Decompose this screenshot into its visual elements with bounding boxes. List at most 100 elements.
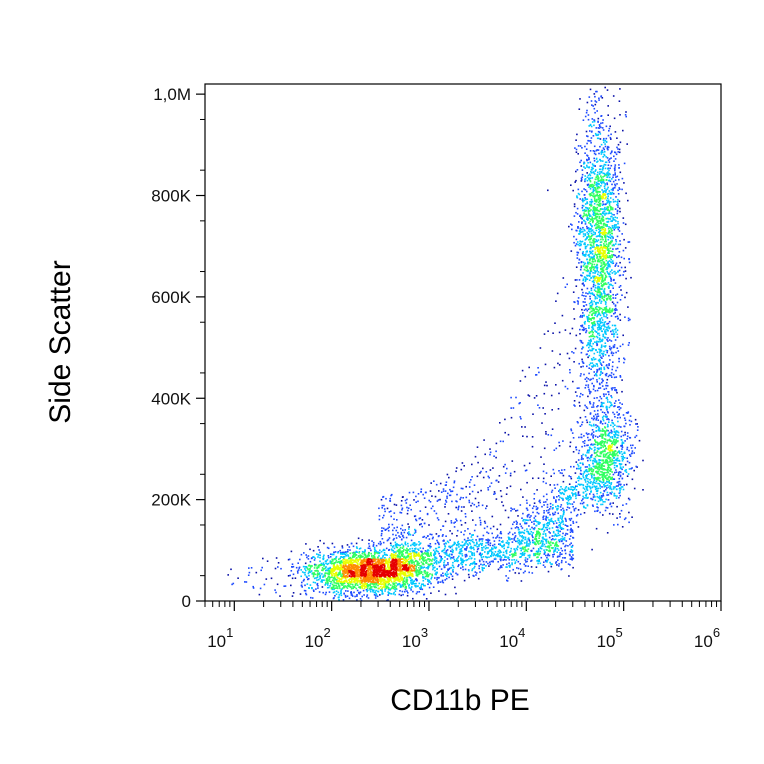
event-dot xyxy=(535,395,538,397)
event-dot xyxy=(581,421,584,423)
event-dot xyxy=(594,365,596,367)
event-dot xyxy=(455,547,458,549)
event-dot xyxy=(609,237,612,240)
event-dot xyxy=(607,470,609,472)
event-dot xyxy=(433,480,435,482)
event-dot xyxy=(600,165,603,167)
event-dot xyxy=(396,526,398,529)
event-dot xyxy=(522,536,525,538)
event-dot xyxy=(384,528,387,531)
event-dot xyxy=(610,432,613,434)
event-dot xyxy=(606,172,608,174)
event-dot xyxy=(413,499,415,501)
event-dot xyxy=(611,262,614,265)
event-dot xyxy=(614,254,617,257)
event-dot xyxy=(463,538,466,541)
event-dot xyxy=(426,550,428,553)
event-dot xyxy=(586,483,589,485)
event-dot xyxy=(494,557,497,560)
event-dot xyxy=(616,347,619,349)
event-dot xyxy=(614,387,616,389)
event-dot xyxy=(302,580,305,582)
event-dot xyxy=(605,498,607,501)
event-dot xyxy=(465,540,467,542)
event-dot xyxy=(341,547,344,549)
event-dot xyxy=(618,477,621,480)
event-dot xyxy=(510,407,512,409)
event-dot xyxy=(244,581,246,583)
event-dot xyxy=(407,545,409,547)
event-dot xyxy=(555,447,558,450)
event-dot xyxy=(404,583,406,586)
event-dot xyxy=(555,384,557,386)
event-dot xyxy=(557,508,559,510)
event-dot xyxy=(580,325,582,327)
event-dot xyxy=(533,553,535,555)
event-dot xyxy=(616,481,619,484)
event-dot xyxy=(611,213,614,216)
event-dot xyxy=(430,507,433,510)
event-dot xyxy=(502,541,504,543)
event-dot xyxy=(599,491,602,494)
event-dot xyxy=(575,494,577,496)
event-dot xyxy=(609,405,612,407)
event-dot xyxy=(448,567,451,570)
event-dot xyxy=(630,452,633,455)
event-dot xyxy=(541,528,544,530)
event-dot xyxy=(568,475,570,477)
event-dot xyxy=(614,186,616,189)
event-dot xyxy=(596,294,599,297)
event-dot xyxy=(558,524,560,527)
event-dot xyxy=(304,584,306,587)
event-dot xyxy=(340,594,343,597)
event-dot xyxy=(455,467,458,469)
event-dot xyxy=(587,356,589,359)
event-dot xyxy=(581,314,584,317)
event-dot xyxy=(588,173,591,175)
event-dot xyxy=(341,561,343,563)
event-dot xyxy=(495,537,497,539)
event-dot xyxy=(417,493,420,495)
event-dot xyxy=(604,145,607,148)
event-dot xyxy=(504,431,506,434)
event-dot xyxy=(411,547,414,550)
event-dot xyxy=(593,193,595,195)
event-dot xyxy=(503,554,505,556)
event-dot xyxy=(586,159,588,162)
event-dot xyxy=(451,490,454,492)
event-dot xyxy=(589,447,591,449)
event-dot xyxy=(587,444,589,446)
event-dot xyxy=(629,437,632,439)
event-dot xyxy=(456,493,458,496)
event-dot xyxy=(621,444,623,447)
event-dot xyxy=(602,352,605,355)
event-dot xyxy=(621,443,623,445)
event-dot xyxy=(592,211,595,214)
event-dot xyxy=(582,312,584,314)
event-dot xyxy=(597,426,600,428)
event-dot xyxy=(538,554,540,556)
event-dot xyxy=(309,548,311,551)
event-dot xyxy=(368,542,370,545)
event-dot xyxy=(487,541,490,543)
event-dot xyxy=(431,495,433,497)
event-dot xyxy=(635,423,637,425)
event-dot xyxy=(616,293,619,295)
event-dot xyxy=(483,520,486,523)
event-dot xyxy=(620,426,622,428)
event-dot xyxy=(613,155,615,158)
event-dot xyxy=(477,461,479,464)
event-dot xyxy=(551,535,554,537)
event-dot xyxy=(462,497,464,499)
event-dot xyxy=(395,534,397,537)
event-dot xyxy=(449,557,452,560)
event-dot xyxy=(617,198,619,201)
event-dot xyxy=(592,150,595,152)
event-dot xyxy=(408,491,411,494)
event-dot xyxy=(444,484,447,486)
event-dot xyxy=(585,278,587,281)
event-dot xyxy=(588,157,590,159)
event-dot xyxy=(321,573,323,575)
event-dot xyxy=(627,241,630,243)
event-dot xyxy=(510,527,513,530)
